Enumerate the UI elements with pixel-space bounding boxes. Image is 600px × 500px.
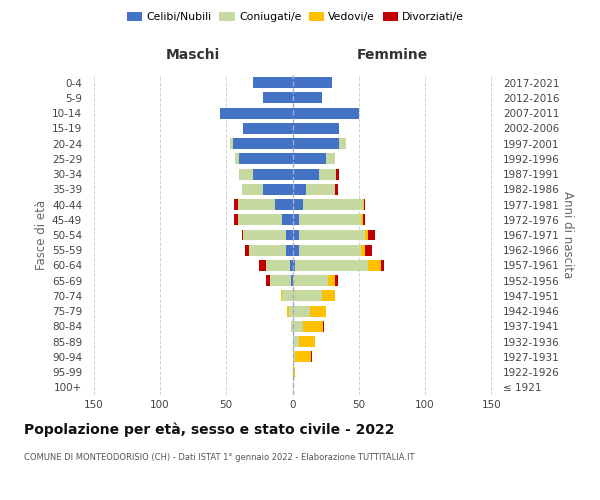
Bar <box>289 306 293 316</box>
Bar <box>322 290 335 302</box>
Bar <box>293 168 319 179</box>
Bar <box>230 138 233 149</box>
Bar <box>253 168 293 179</box>
Text: Maschi: Maschi <box>166 48 220 62</box>
Bar <box>335 184 338 195</box>
Bar <box>306 184 335 195</box>
Bar <box>242 230 244 240</box>
Bar <box>282 214 293 225</box>
Bar <box>382 260 384 271</box>
Bar <box>336 168 339 179</box>
Text: Femmine: Femmine <box>356 48 428 62</box>
Legend: Celibi/Nubili, Coniugati/e, Vedovi/e, Divorziati/e: Celibi/Nubili, Coniugati/e, Vedovi/e, Di… <box>123 8 469 27</box>
Bar <box>303 321 323 332</box>
Bar <box>368 260 382 271</box>
Bar <box>245 245 249 256</box>
Bar <box>275 199 293 210</box>
Text: Popolazione per età, sesso e stato civile - 2022: Popolazione per età, sesso e stato civil… <box>24 422 395 437</box>
Bar <box>323 321 325 332</box>
Bar <box>282 290 293 302</box>
Bar <box>263 184 293 195</box>
Bar <box>233 138 293 149</box>
Bar <box>259 260 266 271</box>
Bar <box>270 275 291 286</box>
Bar <box>239 154 293 164</box>
Bar <box>293 184 306 195</box>
Bar <box>299 245 361 256</box>
Bar <box>286 230 293 240</box>
Bar <box>253 77 293 88</box>
Bar <box>293 154 326 164</box>
Bar <box>326 154 335 164</box>
Bar <box>290 260 293 271</box>
Bar <box>295 260 368 271</box>
Bar <box>361 214 363 225</box>
Text: COMUNE DI MONTEODORISIO (CH) - Dati ISTAT 1° gennaio 2022 - Elaborazione TUTTITA: COMUNE DI MONTEODORISIO (CH) - Dati ISTA… <box>24 452 415 462</box>
Bar <box>293 306 310 316</box>
Y-axis label: Fasce di età: Fasce di età <box>35 200 48 270</box>
Bar <box>293 275 328 286</box>
Bar <box>299 230 365 240</box>
Bar <box>293 321 303 332</box>
Bar <box>365 245 372 256</box>
Bar <box>364 199 365 210</box>
Bar <box>287 306 289 316</box>
Bar <box>328 275 335 286</box>
Bar <box>299 214 361 225</box>
Bar <box>239 168 253 179</box>
Bar <box>363 214 365 225</box>
Bar <box>293 92 322 104</box>
Bar <box>335 275 338 286</box>
Bar <box>286 245 293 256</box>
Bar <box>293 77 332 88</box>
Bar <box>266 260 290 271</box>
Bar <box>244 123 293 134</box>
Bar <box>295 352 311 362</box>
Bar <box>311 352 313 362</box>
Bar <box>293 366 295 378</box>
Bar <box>244 230 286 240</box>
Bar <box>235 154 239 164</box>
Bar <box>319 168 336 179</box>
Bar <box>291 321 293 332</box>
Bar <box>242 184 263 195</box>
Bar <box>293 123 339 134</box>
Bar <box>238 214 282 225</box>
Bar <box>363 199 364 210</box>
Bar <box>238 199 275 210</box>
Bar <box>293 336 299 347</box>
Bar <box>249 245 286 256</box>
Bar <box>293 214 299 225</box>
Bar <box>293 290 322 302</box>
Bar <box>365 230 368 240</box>
Bar <box>293 352 295 362</box>
Bar <box>293 199 303 210</box>
Bar <box>293 245 299 256</box>
Bar <box>293 230 299 240</box>
Bar <box>310 306 326 316</box>
Bar <box>263 92 293 104</box>
Bar <box>299 336 315 347</box>
Bar <box>293 138 339 149</box>
Bar <box>281 290 282 302</box>
Bar <box>303 199 363 210</box>
Bar <box>368 230 375 240</box>
Bar <box>234 199 238 210</box>
Bar <box>361 245 365 256</box>
Bar <box>293 108 359 118</box>
Bar <box>220 108 293 118</box>
Bar <box>234 214 238 225</box>
Bar <box>291 275 293 286</box>
Bar <box>266 275 270 286</box>
Y-axis label: Anni di nascita: Anni di nascita <box>560 192 574 278</box>
Bar <box>339 138 346 149</box>
Bar <box>293 260 295 271</box>
